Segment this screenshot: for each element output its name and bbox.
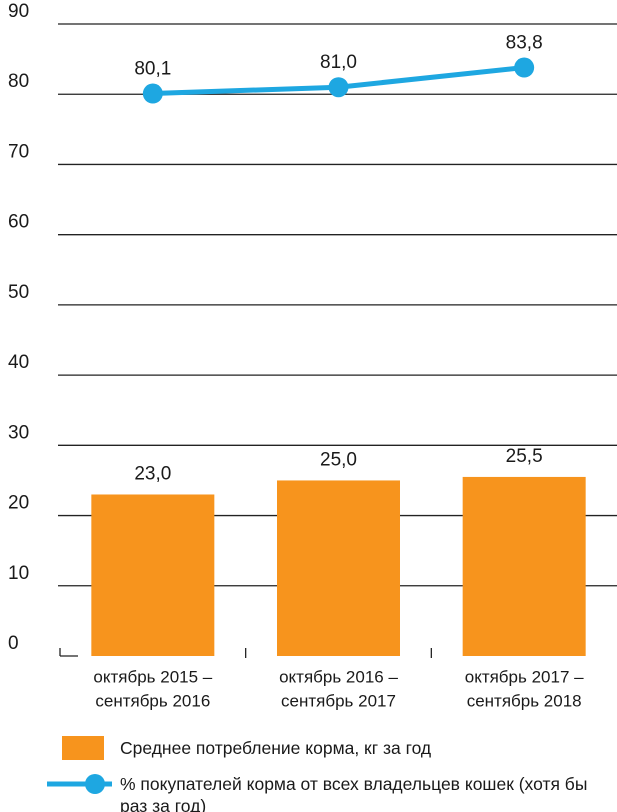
data-label: 25,0: [320, 449, 357, 470]
y-tick-label: 80: [8, 71, 29, 92]
legend-swatch: [62, 736, 104, 760]
x-tick-label: сентябрь 2018: [467, 691, 582, 710]
legend-entry: Среднее потребление корма, кг за год: [120, 738, 432, 758]
y-tick-label: 0: [8, 633, 19, 654]
x-tick-label: октябрь 2017 –: [465, 667, 584, 686]
y-tick-label: 40: [8, 352, 29, 373]
y-tick-label: 70: [8, 141, 29, 162]
data-label: 80,1: [134, 59, 171, 80]
x-tick-label: сентябрь 2016: [95, 691, 210, 710]
data-label: 83,8: [506, 33, 543, 54]
bar: [91, 494, 215, 656]
data-label: 25,5: [506, 446, 543, 467]
line-point: [514, 57, 535, 78]
y-tick-label: 10: [8, 563, 29, 584]
y-tick-label: 90: [8, 1, 29, 22]
x-tick-label: октябрь 2016 –: [279, 667, 398, 686]
y-tick-label: 20: [8, 493, 29, 514]
data-label: 81,0: [320, 52, 357, 73]
y-tick-label: 50: [8, 282, 29, 303]
x-tick-label: сентябрь 2017: [281, 691, 396, 710]
x-tick-label: октябрь 2015 –: [93, 667, 212, 686]
y-tick-label: 60: [8, 212, 29, 233]
legend-label: Среднее потребление корма, кг за год: [120, 738, 432, 758]
bar: [277, 480, 400, 656]
line-point: [142, 83, 163, 104]
y-tick-label: 30: [8, 422, 29, 443]
data-label: 23,0: [134, 464, 171, 485]
legend-entry: % покупателей корма от всех владельцев к…: [120, 774, 588, 812]
bar: [462, 476, 586, 656]
legend-label: % покупателей корма от всех владельцев к…: [120, 774, 588, 812]
legend-swatch: [85, 774, 105, 794]
line-point: [328, 77, 349, 98]
